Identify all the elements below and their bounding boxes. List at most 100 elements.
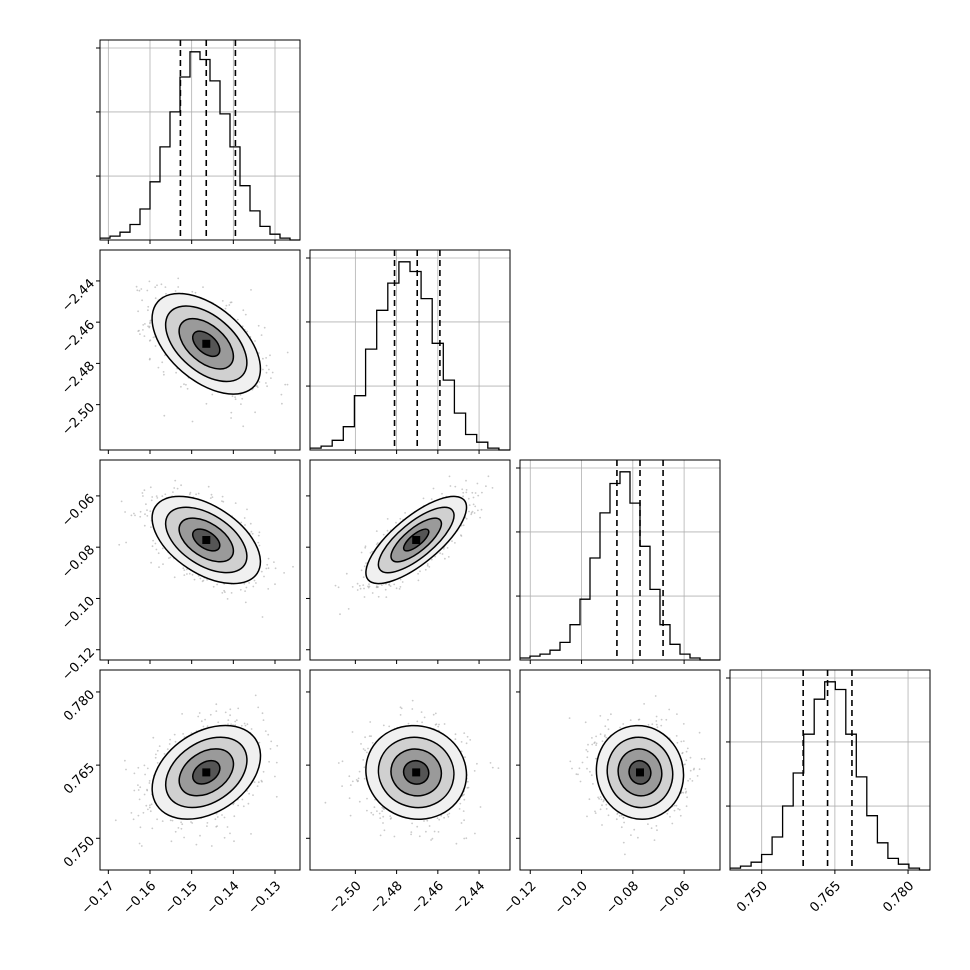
scatter-point	[411, 708, 414, 710]
scatter-point	[463, 798, 466, 801]
scatter-point	[210, 845, 213, 847]
scatter-point	[137, 330, 140, 332]
scatter-point	[370, 735, 372, 737]
scatter-point	[235, 719, 238, 722]
scatter-point	[267, 733, 270, 736]
scatter-point	[591, 743, 594, 746]
scatter-point	[149, 322, 151, 325]
scatter-point	[423, 716, 426, 719]
scatter-point	[136, 289, 139, 292]
scatter-point	[398, 588, 401, 590]
scatter-point	[410, 831, 413, 833]
scatter-point	[458, 808, 461, 810]
scatter-point	[223, 816, 226, 819]
scatter-point	[686, 747, 689, 750]
scatter-point	[491, 487, 494, 489]
scatter-point	[462, 524, 465, 527]
scatter-point	[134, 514, 136, 517]
scatter-point	[369, 721, 372, 723]
scatter-point	[416, 720, 419, 723]
scatter-point	[149, 486, 152, 489]
scatter-point	[182, 733, 185, 735]
scatter-point	[257, 541, 260, 544]
scatter-point	[135, 285, 138, 288]
scatter-point	[148, 280, 151, 283]
scatter-point	[137, 814, 140, 817]
scatter-point	[189, 491, 192, 494]
scatter-point	[491, 766, 494, 769]
scatter-point	[275, 761, 278, 764]
scatter-point	[148, 340, 151, 342]
contour-line	[178, 517, 235, 563]
scatter-point	[239, 588, 242, 591]
scatter-point	[441, 492, 443, 495]
scatter-point	[130, 812, 133, 814]
scatter-point	[363, 766, 366, 769]
contour-line	[151, 292, 262, 395]
scatter-point	[339, 613, 341, 616]
scatter-point	[169, 556, 172, 559]
scatter-point	[447, 556, 450, 558]
scatter-point	[358, 770, 361, 773]
scatter-point	[385, 596, 388, 598]
scatter-point	[477, 494, 480, 497]
scatter-point	[144, 773, 147, 776]
scatter-point	[140, 845, 143, 847]
scatter-point	[216, 816, 219, 818]
scatter-point	[465, 742, 468, 745]
scatter-point	[205, 402, 208, 405]
contour-line	[390, 748, 443, 797]
scatter-point	[465, 479, 467, 482]
scatter-point	[292, 565, 294, 568]
scatter-point	[133, 512, 135, 515]
scatter-point	[376, 542, 379, 544]
scatter-point	[368, 735, 371, 737]
scatter-point	[265, 364, 268, 367]
scatter-point	[197, 715, 200, 718]
scatter-point	[462, 794, 464, 797]
scatter-point	[264, 730, 267, 732]
scatter-point	[267, 567, 270, 570]
scatter-point	[459, 802, 462, 805]
scatter-point	[446, 547, 449, 549]
scatter-point	[143, 335, 146, 337]
scatter-point	[163, 753, 166, 755]
scatter-point	[256, 386, 259, 389]
scatter-point	[175, 371, 178, 374]
scatter-point	[230, 723, 233, 726]
scatter-point	[375, 530, 378, 532]
scatter-point	[481, 491, 483, 494]
scatter-point	[362, 584, 365, 586]
scatter-point	[364, 749, 366, 752]
scatter-point	[161, 495, 164, 497]
scatter-point	[177, 286, 180, 288]
scatter-point	[476, 482, 479, 485]
scatter-point	[575, 773, 578, 776]
panel-frame	[309, 669, 511, 871]
scatter-point	[147, 309, 149, 312]
scatter-point	[411, 699, 414, 702]
scatter-point	[230, 592, 233, 594]
density-panel-2-0	[96, 459, 301, 664]
scatter-point	[174, 290, 177, 292]
scatter-point	[244, 313, 247, 316]
scatter-point	[367, 747, 369, 750]
scatter-point	[209, 713, 212, 716]
scatter-point	[422, 497, 425, 500]
scatter-point	[474, 492, 477, 494]
scatter-point	[162, 371, 165, 373]
scatter-point	[274, 567, 277, 570]
scatter-point	[366, 751, 368, 754]
scatter-point	[349, 784, 352, 786]
scatter-point	[148, 806, 151, 809]
scatter-point	[230, 417, 233, 419]
scatter-point	[437, 725, 440, 728]
scatter-point	[418, 835, 421, 838]
scatter-point	[243, 722, 246, 725]
scatter-point	[252, 794, 254, 796]
scatter-point	[156, 749, 159, 752]
density-panel-3-2	[516, 669, 721, 874]
scatter-point	[191, 420, 194, 423]
scatter-point	[390, 817, 393, 819]
scatter-point	[245, 586, 248, 589]
